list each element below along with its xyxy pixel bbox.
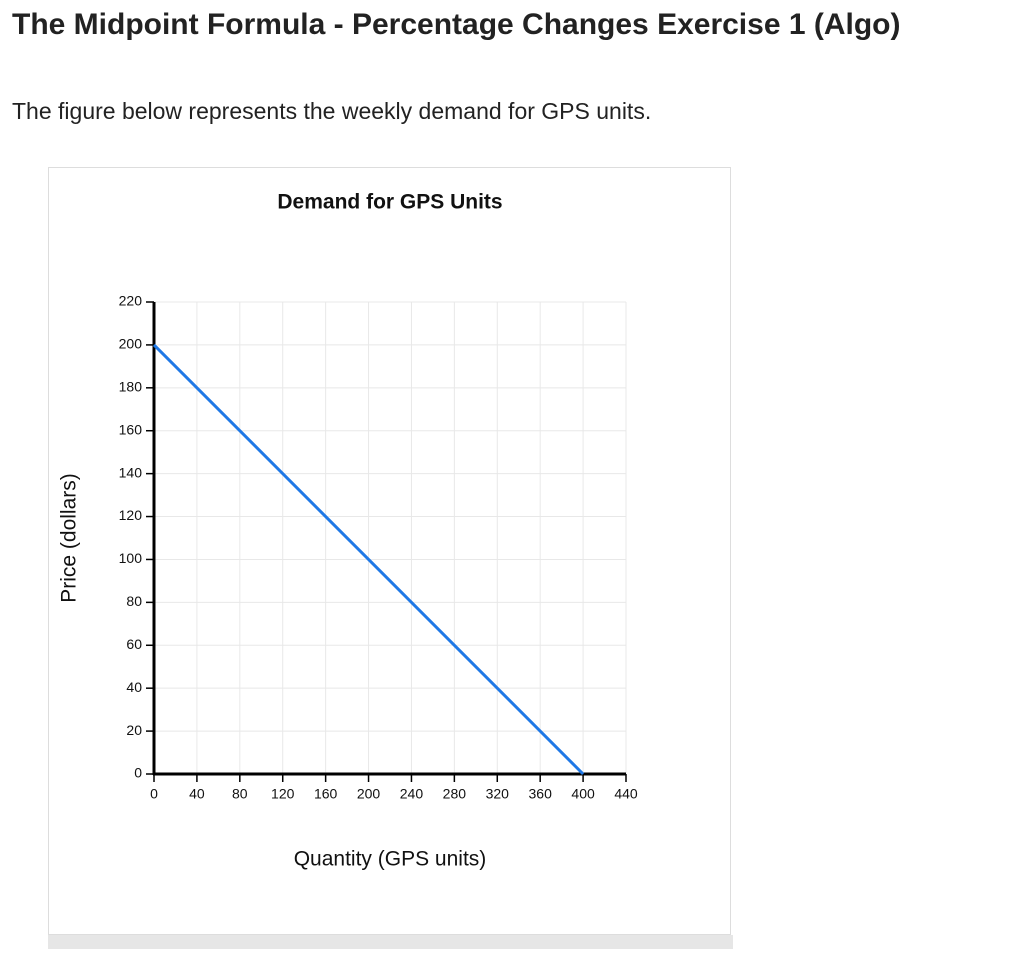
x-axis-label: Quantity (GPS units) (294, 848, 487, 871)
y-tick-label: 40 (126, 679, 142, 695)
y-tick-label: 180 (119, 379, 143, 395)
y-tick-label: 80 (126, 593, 142, 609)
x-tick-label: 0 (150, 786, 158, 802)
demand-line (152, 343, 585, 776)
y-tick-label: 200 (119, 336, 143, 352)
frame-footer (48, 935, 733, 949)
y-tick-label: 140 (119, 464, 143, 480)
x-tick-label: 400 (571, 786, 595, 802)
x-tick-label: 440 (614, 786, 638, 802)
x-tick-label: 280 (443, 786, 467, 802)
y-tick-label: 120 (119, 507, 143, 523)
x-tick-label: 160 (314, 786, 338, 802)
intro-text: The figure below represents the weekly d… (12, 98, 652, 124)
x-tick-label: 360 (529, 786, 553, 802)
y-axis-label: Price (dollars) (58, 473, 81, 603)
y-tick-label: 220 (119, 293, 143, 309)
x-tick-label: 320 (486, 786, 510, 802)
y-tick-label: 20 (126, 722, 142, 738)
y-tick-label: 0 (134, 765, 142, 781)
page-title: The Midpoint Formula - Percentage Change… (12, 8, 901, 41)
y-tick-label: 60 (126, 636, 142, 652)
chart-title: Demand for GPS Units (277, 191, 502, 214)
x-tick-label: 40 (189, 786, 205, 802)
x-tick-label: 200 (357, 786, 381, 802)
x-tick-label: 240 (400, 786, 424, 802)
chart-frame (48, 167, 731, 935)
y-tick-label: 100 (119, 550, 143, 566)
x-tick-label: 80 (232, 786, 248, 802)
y-tick-label: 160 (119, 421, 143, 437)
x-tick-label: 120 (271, 786, 295, 802)
